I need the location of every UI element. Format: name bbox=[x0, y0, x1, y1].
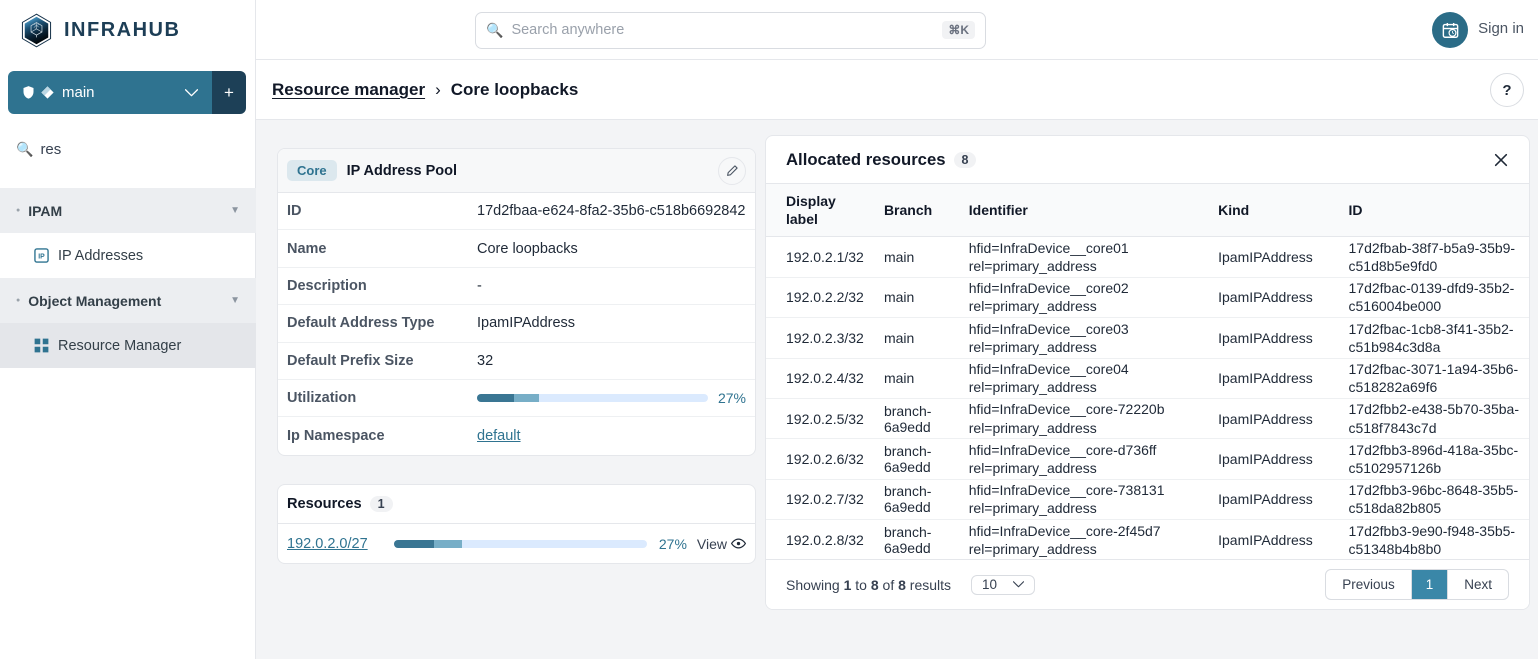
svg-text:IP: IP bbox=[38, 254, 45, 261]
